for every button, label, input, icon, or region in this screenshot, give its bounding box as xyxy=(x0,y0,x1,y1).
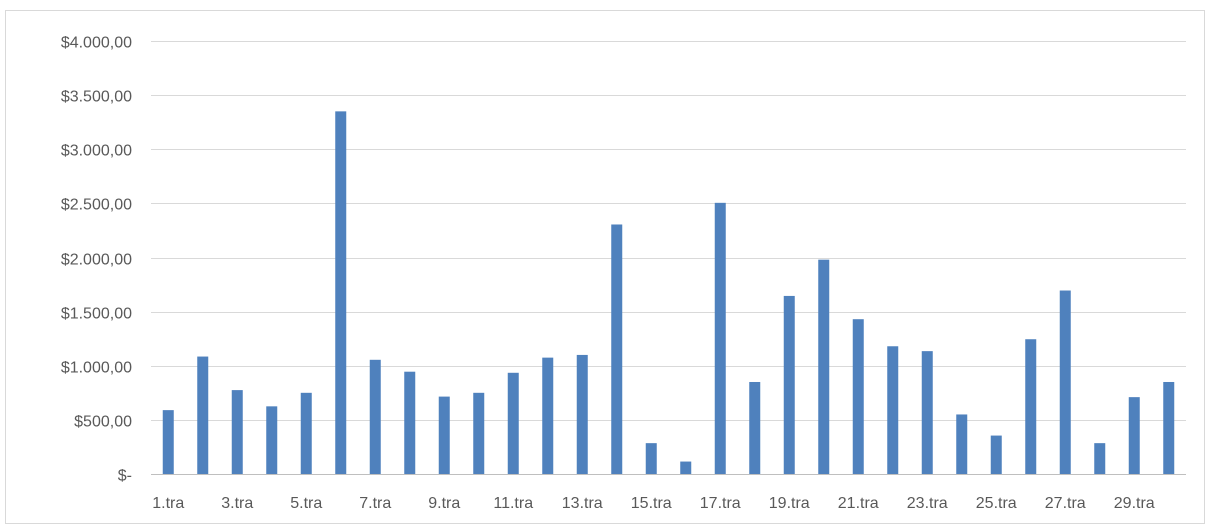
bar-10.tra xyxy=(473,392,485,474)
bar-15.tra xyxy=(645,443,657,474)
bar-16.tra xyxy=(680,461,692,474)
bar-27.tra xyxy=(1059,290,1071,474)
bar-28.tra xyxy=(1094,443,1106,474)
bar-20.tra xyxy=(818,259,830,474)
bar-17.tra xyxy=(714,202,726,474)
bar-25.tra xyxy=(990,435,1002,474)
bar-3.tra xyxy=(231,390,243,474)
bar-18.tra xyxy=(749,381,761,474)
bar-5.tra xyxy=(300,392,312,474)
bar-19.tra xyxy=(783,295,795,474)
bar-21.tra xyxy=(852,319,864,474)
bar-12.tra xyxy=(542,357,554,474)
y-tick-label: $2.500,00 xyxy=(61,197,132,214)
x-tick-label: 7.tra xyxy=(359,495,391,512)
bar-chart: $- $500,00 $1.000,00 $1.500,00 $2.000,00 $2.5… xyxy=(61,35,1186,512)
x-tick-label: 9.tra xyxy=(428,495,460,512)
x-tick-label: 17.tra xyxy=(700,495,741,512)
bar-6.tra xyxy=(335,111,347,475)
x-tick-label: 1.tra xyxy=(152,495,184,512)
bar-30.tra xyxy=(1163,381,1175,474)
x-tick-label: 21.tra xyxy=(838,495,879,512)
bar-29.tra xyxy=(1128,397,1140,474)
x-tick-label: 13.tra xyxy=(562,495,603,512)
y-tick-label: $4.000,00 xyxy=(61,35,132,52)
bar-8.tra xyxy=(404,371,416,474)
y-tick-label: $1.000,00 xyxy=(61,360,132,377)
x-tick-label: 15.tra xyxy=(631,495,672,512)
x-tick-label: 27.tra xyxy=(1045,495,1086,512)
bar-7.tra xyxy=(369,359,381,474)
y-tick-label: $- xyxy=(118,468,132,485)
bar-11.tra xyxy=(507,372,519,474)
bar-4.tra xyxy=(266,406,278,474)
bar-22.tra xyxy=(887,346,899,474)
bar-26.tra xyxy=(1025,339,1037,474)
bar-24.tra xyxy=(956,414,968,474)
y-tick-label: $1.500,00 xyxy=(61,306,132,323)
gridlines xyxy=(151,41,1186,421)
x-tick-label: 23.tra xyxy=(907,495,948,512)
bar-1.tra xyxy=(162,410,174,474)
x-tick-label: 29.tra xyxy=(1114,495,1155,512)
y-tick-label: $500,00 xyxy=(74,414,132,431)
bar-2.tra xyxy=(197,356,209,474)
chart-frame: $- $500,00 $1.000,00 $1.500,00 $2.000,00 $2.5… xyxy=(5,10,1205,524)
x-axis-tick-labels: 1.tra 3.tra 5.tra 7.tra 9.tra 11.tra 13.tra 15.… xyxy=(152,495,1155,512)
bar-9.tra xyxy=(438,396,450,474)
bar-13.tra xyxy=(576,354,588,474)
x-tick-label: 19.tra xyxy=(769,495,810,512)
y-tick-label: $3.500,00 xyxy=(61,89,132,106)
x-tick-label: 3.tra xyxy=(221,495,253,512)
x-tick-label: 25.tra xyxy=(976,495,1017,512)
y-axis-tick-labels: $- $500,00 $1.000,00 $1.500,00 $2.000,00 $2.5… xyxy=(61,35,132,485)
bar-14.tra xyxy=(611,224,623,474)
bar-23.tra xyxy=(921,351,933,474)
x-tick-label: 11.tra xyxy=(493,495,533,512)
y-tick-label: $3.000,00 xyxy=(61,143,132,160)
bars xyxy=(162,111,1175,475)
x-tick-label: 5.tra xyxy=(290,495,322,512)
y-tick-label: $2.000,00 xyxy=(61,252,132,269)
